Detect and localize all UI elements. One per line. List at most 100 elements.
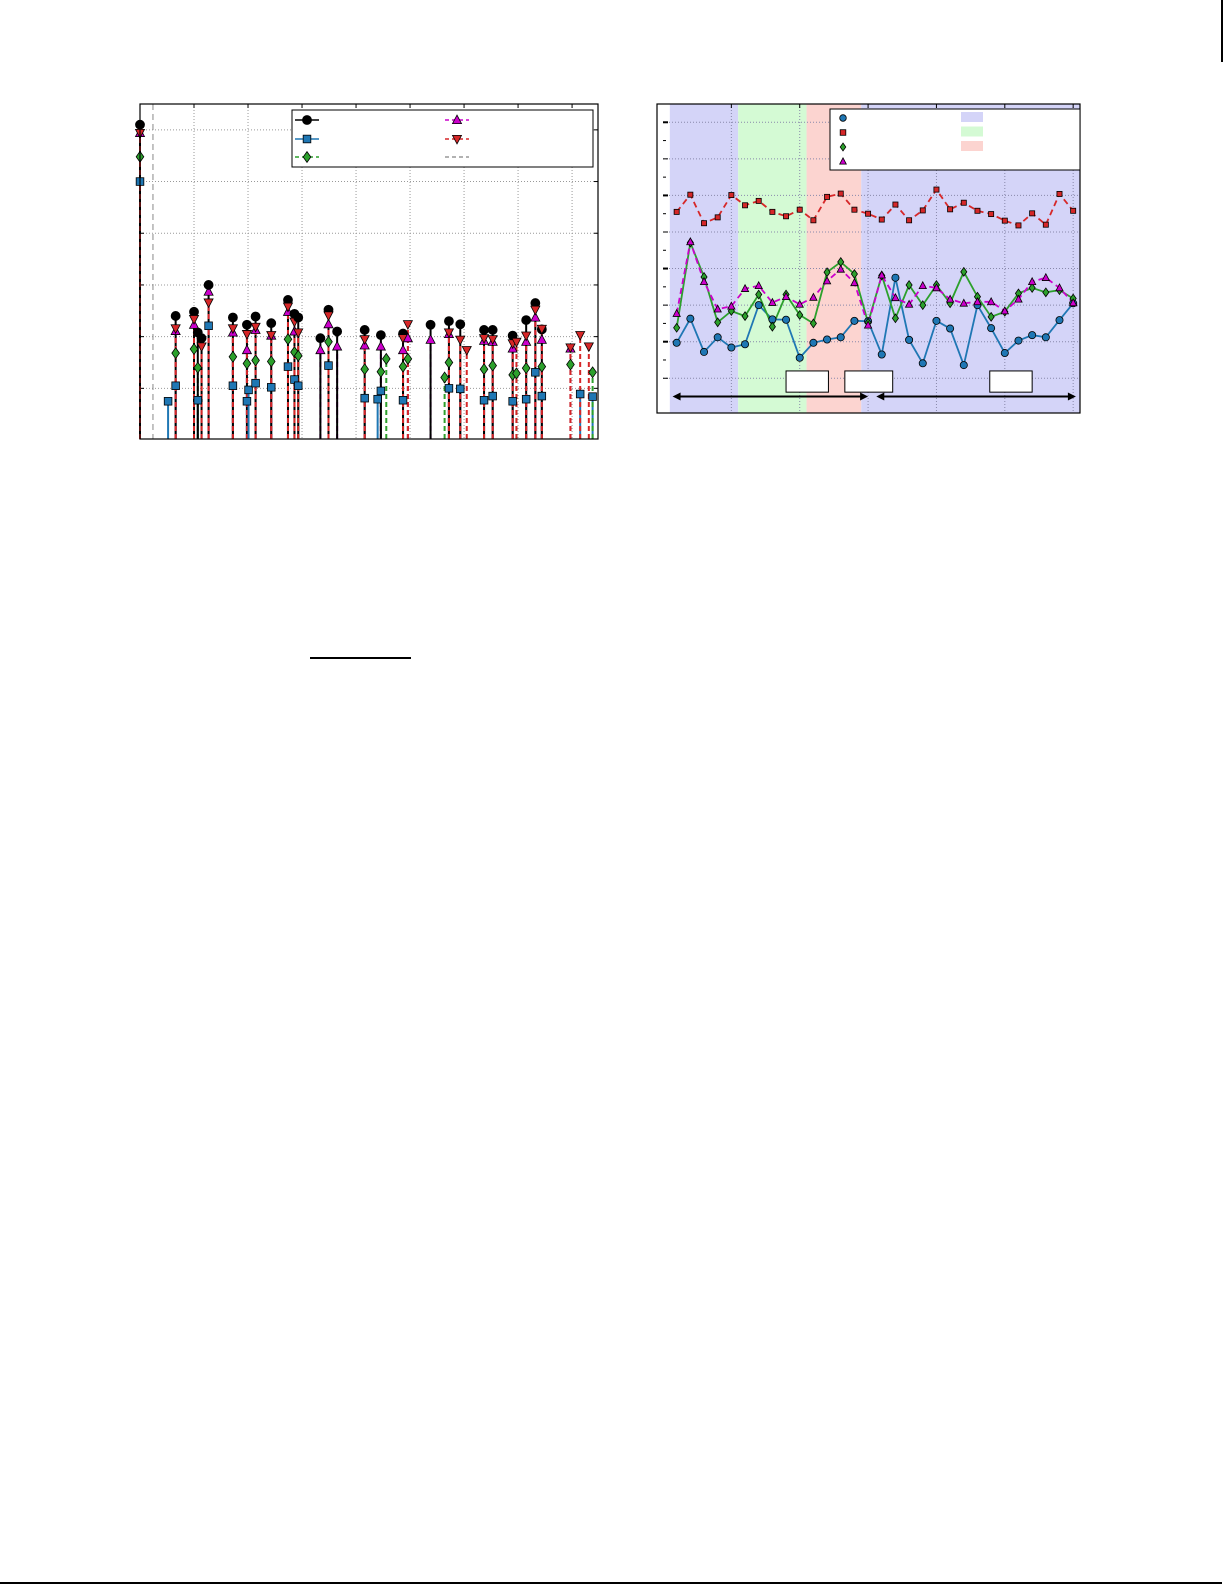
marker-magenta [904, 299, 914, 308]
marker-black [315, 333, 326, 344]
marker-red [293, 328, 304, 339]
marker-magenta [822, 276, 832, 285]
marker-red [878, 216, 885, 223]
marker-green [381, 352, 391, 365]
marker-blue [204, 321, 213, 331]
marker-green [266, 355, 276, 368]
marker-magenta [530, 311, 541, 322]
marker-magenta [536, 333, 547, 344]
marker-green [398, 360, 408, 373]
marker-red [1029, 210, 1036, 217]
marker-blue [946, 324, 955, 333]
marker-red [1042, 221, 1049, 228]
marker-black [250, 311, 261, 322]
marker-magenta [672, 308, 681, 317]
marker-magenta [850, 277, 859, 287]
marker-magenta [1027, 276, 1037, 286]
marker-red [933, 186, 940, 193]
marker-red [241, 330, 253, 340]
arrowhead-right [860, 392, 869, 401]
marker-green [242, 357, 252, 370]
marker-red [203, 298, 214, 309]
marker-green [960, 266, 968, 277]
marker-red [919, 207, 926, 214]
marker-blue [700, 347, 709, 356]
marker-green [488, 359, 497, 372]
marker-red [402, 320, 414, 331]
marker-magenta [945, 294, 955, 303]
marker-magenta [713, 304, 722, 313]
marker-green [251, 354, 260, 367]
marker-black [375, 330, 386, 340]
marker-blue [294, 381, 303, 390]
marker-red [742, 202, 748, 209]
marker-magenta [986, 297, 996, 306]
marker-green [566, 358, 575, 371]
marker-magenta [1041, 272, 1051, 281]
marker-green [512, 367, 521, 380]
marker-blue [1055, 316, 1064, 325]
marker-blue [575, 389, 585, 399]
marker-red [974, 207, 981, 214]
marker-magenta [397, 344, 409, 355]
marker-green [403, 352, 413, 365]
marker-magenta [740, 283, 750, 292]
marker-red [714, 214, 721, 221]
legend [829, 108, 1081, 171]
marker-blue [987, 324, 996, 333]
legend-marker-red [451, 134, 463, 145]
margin-rule [1221, 0, 1223, 62]
marker-blue [741, 340, 750, 349]
marker-magenta [1068, 298, 1078, 307]
marker-magenta [1055, 283, 1064, 292]
marker-green [479, 363, 489, 376]
marker-green [1028, 282, 1036, 293]
legend-marker-black [302, 115, 312, 125]
footer-rule [0, 1582, 1222, 1584]
marker-blue [588, 392, 597, 401]
marker-red [673, 208, 680, 215]
marker-blue [193, 396, 203, 405]
marker-red [188, 315, 200, 325]
marker-black [487, 325, 498, 335]
marker-magenta [203, 285, 214, 296]
marker-black [203, 280, 214, 290]
marker-red [851, 206, 858, 213]
left-stem-chart [134, 103, 599, 440]
marker-red [988, 211, 995, 218]
legend-marker-magenta [839, 157, 847, 165]
marker-red [865, 210, 872, 217]
marker-blue [531, 368, 540, 377]
annotation-box [785, 370, 829, 393]
marker-magenta [686, 237, 695, 246]
marker-magenta [877, 270, 887, 279]
marker-green [537, 360, 547, 373]
marker-red [837, 190, 844, 197]
marker-magenta [241, 344, 253, 355]
marker-magenta [932, 283, 941, 292]
marker-blue [244, 385, 253, 395]
marker-magenta [863, 320, 873, 329]
marker-blue [713, 333, 722, 342]
marker-blue [782, 315, 791, 324]
marker-magenta [331, 340, 343, 351]
marker-red [701, 220, 707, 227]
marker-magenta [425, 333, 436, 344]
marker-red [170, 324, 181, 335]
series-markers-magenta [672, 237, 1078, 329]
marker-red [536, 324, 547, 335]
marker-green [809, 318, 817, 329]
marker-blue [891, 273, 900, 282]
legend-marker-green [302, 150, 312, 164]
marker-green [376, 365, 386, 378]
marker-blue [242, 397, 252, 406]
shaded-band [738, 104, 807, 413]
marker-red [266, 331, 277, 341]
marker-blue [850, 316, 859, 325]
marker-green [193, 361, 203, 374]
marker-magenta [959, 298, 969, 307]
marker-green [360, 363, 369, 376]
marker-blue [228, 381, 238, 390]
marker-black [359, 325, 370, 335]
marker-black [227, 312, 238, 323]
